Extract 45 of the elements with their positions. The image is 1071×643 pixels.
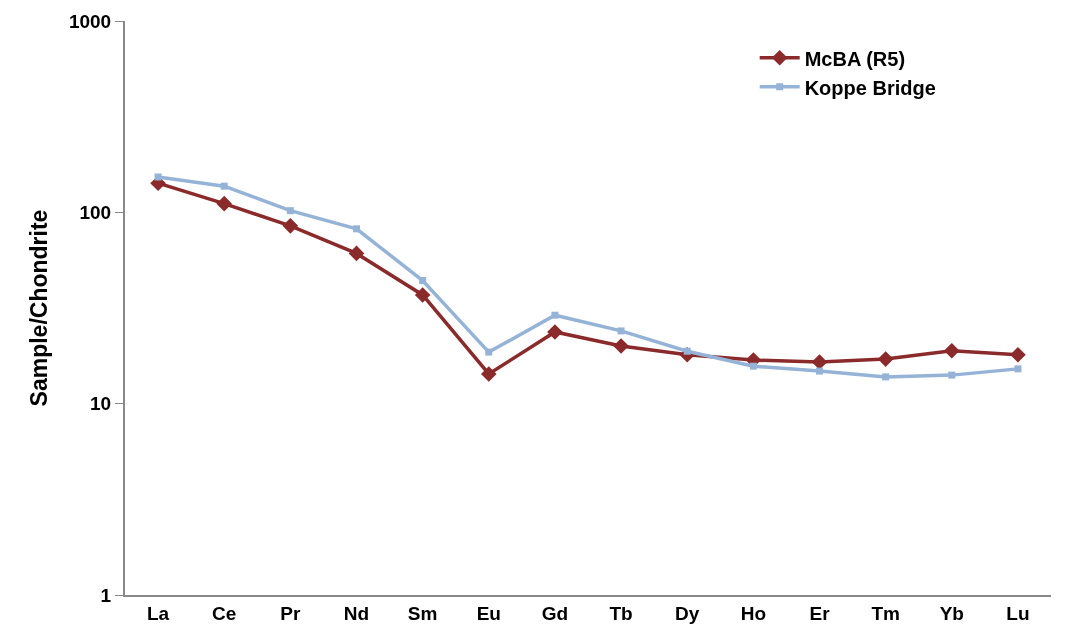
y-axis-title: Sample/Chondrite [25,209,52,407]
point [613,338,629,354]
point [286,207,294,215]
point [282,218,299,234]
legend-label: Koppe Bridge [804,76,936,99]
x-tick-label: Tm [871,602,900,624]
point [1014,365,1022,373]
x-tick-label: Er [809,602,831,624]
x-tick-label: Yb [939,602,964,624]
y-tick-label: 10 [90,393,112,415]
point [547,324,563,340]
point [617,327,625,335]
y-tick-label: 100 [79,201,112,223]
point [551,311,559,319]
point [485,348,493,356]
point [216,195,233,212]
x-tick-label: Dy [675,602,700,624]
y-tick-label: 1 [100,584,112,606]
point [348,245,365,262]
legend-label: McBA (R5) [804,47,906,70]
point [943,342,960,359]
point [480,366,497,382]
x-tick-label: Ho [740,602,767,624]
x-tick-label: Pr [280,602,301,624]
point [816,367,823,375]
point [811,354,828,370]
point [414,287,431,303]
x-tick-label: Nd [343,602,370,624]
point [1010,347,1026,363]
x-tick-label: Sm [407,602,438,624]
point [154,173,162,181]
point [353,225,360,233]
x-tick-label: La [146,602,170,624]
x-tick-label: Ce [212,602,237,624]
point [948,371,956,379]
point [749,362,757,370]
y-tick-label: 1000 [68,10,112,32]
x-tick-label: Gd [541,602,569,624]
point [877,351,894,367]
point [419,277,427,285]
x-tick-label: Tb [609,602,633,624]
point [882,373,890,381]
x-tick-label: Lu [1006,602,1030,624]
point [220,182,228,190]
x-tick-label: Eu [476,602,501,624]
